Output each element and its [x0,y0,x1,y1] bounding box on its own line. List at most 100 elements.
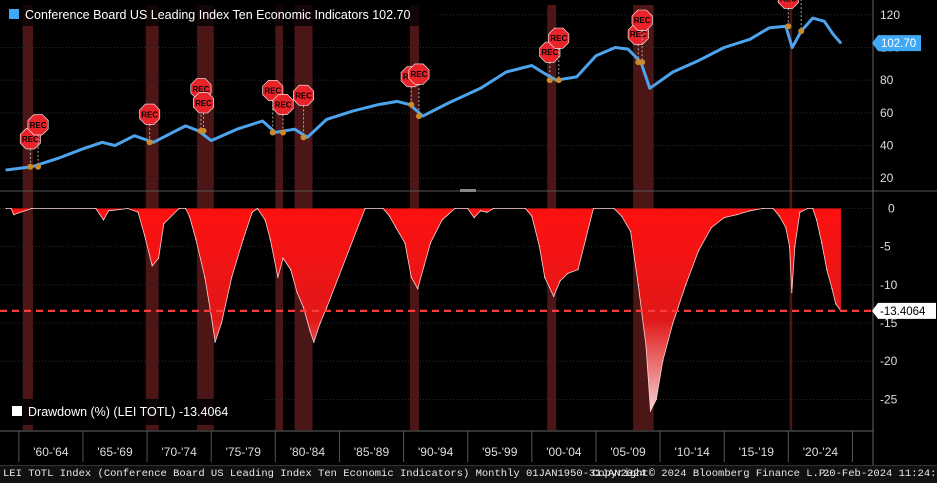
drawdown-data-point [282,257,284,259]
bottom-y-tick-label: 0 [888,201,895,215]
rec-marker-octagon [27,114,49,136]
drawdown-data-point [95,207,97,210]
x-tick-label: '70-'74 [162,445,198,459]
x-tick-label: '95-'99 [482,445,518,459]
drawdown-data-point [410,276,412,278]
rec-marker-octagon [139,103,161,125]
drawdown-data-point [204,276,206,278]
drawdown-data-point [429,242,432,244]
drawdown-data-point [736,213,738,216]
rec-marker-label: REC [630,30,647,39]
lei-data-point [723,46,726,49]
rec-marker-label: REC [295,91,312,100]
x-tick-label: '65-'69 [97,445,133,459]
rec-marker-label: REC [264,86,281,95]
footer-copyright: Copyright© 2024 Bloomberg Finance L.P. [592,468,832,480]
drawdown-data-point [467,207,469,210]
lei-data-point [649,87,651,90]
drawdown-data-point [277,276,279,278]
drawdown-data-point [151,265,153,267]
rec-marker-label: REC [275,100,292,109]
drawdown-data-point [31,207,33,210]
drawdown-data-point [789,246,791,248]
drawdown-data-point [585,238,587,240]
lei-data-point [447,102,450,104]
drawdown-data-point [531,215,533,217]
drawdown-data-point [127,207,129,210]
lei-data-point [811,17,814,19]
x-tick-label: '90-'94 [418,445,454,459]
lei-data-point [823,20,826,23]
drawdown-data-point [404,242,406,244]
x-tick-label: '60-'64 [33,445,69,459]
x-tick-label: '85-'89 [354,445,390,459]
top-y-tick-label: 40 [880,139,894,153]
top-y-tick-label: 20 [880,171,894,185]
lei-data-point [133,134,136,137]
rec-marker-dot [785,23,792,30]
x-tick-label: '15-'19 [739,445,775,459]
drawdown-data-point [806,207,809,210]
rec-marker-octagon [272,94,294,115]
rec-marker-label: REC [141,110,158,119]
top-legend-swatch [9,9,19,19]
drawdown-data-point [672,322,674,324]
drawdown-data-point [13,213,15,216]
drawdown-data-point [454,207,456,210]
lei-data-point [840,42,842,44]
rec-marker-dot [27,163,34,170]
lei-data-point [261,120,264,122]
rec-marker-octagon [293,84,315,106]
bottom-last-value-tag: -13.4064 [872,302,936,319]
drawdown-data-point [108,210,110,212]
drawdown-data-point [5,207,7,210]
drawdown-data-point [821,242,823,244]
drawdown-data-point [815,219,818,221]
drawdown-data-point [592,207,595,210]
drawdown-data-point [326,307,328,309]
drawdown-data-point [486,211,488,213]
drawdown-data-point [655,398,657,401]
lei-data-point [5,169,7,171]
lei-data-point [184,125,187,127]
top-y-tick-label: 60 [880,106,894,120]
drawdown-data-point [220,322,223,324]
drawdown-data-point [538,246,541,248]
bottom-last-value-text: -13.4064 [880,306,926,318]
drawdown-data-point [417,288,419,290]
drawdown-data-point [629,230,632,232]
top-last-value-tag: 102.70 [872,35,921,52]
lei-data-point [82,147,84,150]
lei-data-point [595,54,597,57]
drawdown-data-point [662,360,664,362]
rec-marker-dot [639,59,646,66]
drawdown-data-point [577,268,579,271]
bottom-legend-label: Drawdown (%) (LEI TOTL) -13.4064 [28,405,228,419]
drawdown-data-point [710,226,712,229]
drawdown-data-point [492,207,494,210]
rec-marker-octagon [548,27,570,49]
drawdown-data-point [163,223,165,225]
drawdown-data-point [791,291,793,294]
rec-marker-octagon [193,92,214,114]
drawdown-data-point [178,207,180,210]
top-y-tick-label: 120 [880,8,900,22]
drawdown-data-point [685,284,687,286]
rec-marker-label: REC [411,70,428,79]
lei-data-point [56,157,59,160]
drawdown-data-point [296,291,298,294]
drawdown-data-point [395,226,397,229]
lei-data-point [101,141,103,144]
bottom-y-tick-label: -20 [880,354,898,368]
drawdown-data-point [242,238,244,240]
lei-data-point [114,144,116,147]
top-legend-bg [0,4,438,26]
lei-data-point [479,87,482,90]
footer-timestamp: 20-Feb-2024 11:24:28 [823,468,937,480]
drawdown-data-point [799,211,801,213]
bottom-y-tick-label: -5 [880,240,891,254]
drawdown-data-point [785,226,787,229]
x-tick-label: '10-'14 [675,445,711,459]
drawdown-data-point [137,211,139,213]
